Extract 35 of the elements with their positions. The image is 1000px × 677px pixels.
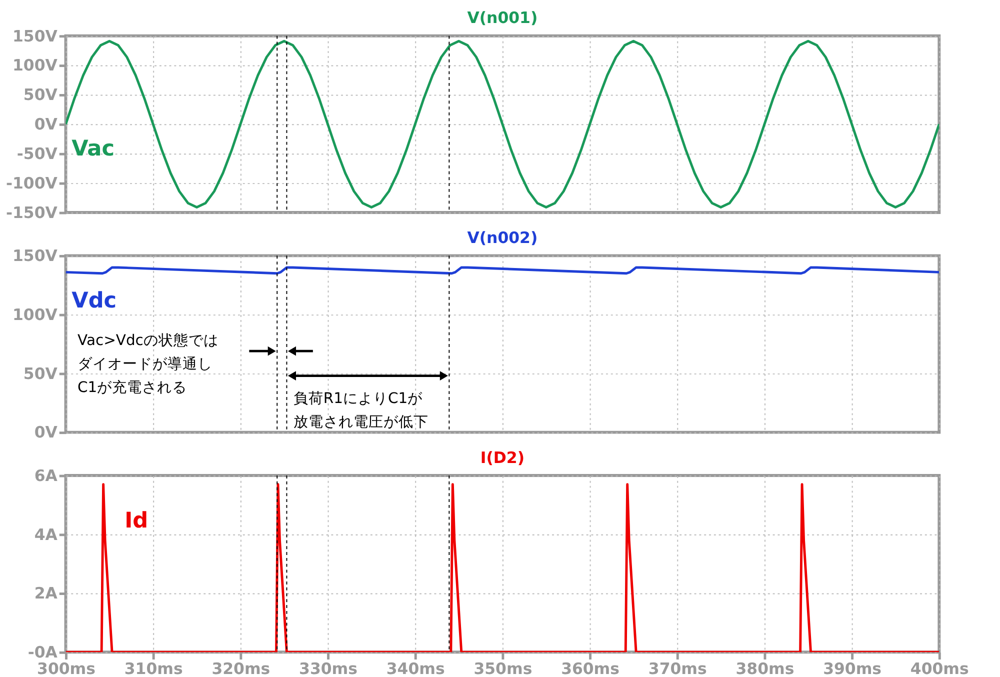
x-tick-label: 370ms bbox=[648, 659, 707, 677]
x-tick-label: 380ms bbox=[736, 659, 794, 677]
y-tick-label: 6A bbox=[34, 466, 58, 485]
x-tick-label: 400ms bbox=[910, 659, 969, 677]
line-series bbox=[66, 40, 940, 208]
y-tick-label: 4A bbox=[34, 524, 58, 544]
annotation: Vac>Vdcの状態ではダイオードが導通しC1が充電される bbox=[78, 332, 218, 396]
x-tick-label: 320ms bbox=[212, 659, 270, 677]
y-tick-label: 100V bbox=[12, 304, 58, 324]
x-tick-label: 310ms bbox=[124, 659, 183, 677]
y-tick-label: 0V bbox=[34, 114, 58, 134]
x-tick-label: 330ms bbox=[299, 659, 358, 677]
y-tick-label: 150V bbox=[12, 246, 58, 266]
chart-title: I(D2) bbox=[480, 448, 525, 467]
x-tick-label: 360ms bbox=[561, 659, 620, 677]
chart-title: V(n001) bbox=[467, 8, 538, 28]
y-tick-label: 0V bbox=[34, 422, 58, 442]
series-label: Vac bbox=[72, 136, 115, 162]
x-tick-label: 390ms bbox=[823, 659, 882, 677]
y-tick-label: 150V bbox=[12, 26, 58, 46]
y-tick-label: 2A bbox=[34, 584, 58, 603]
y-tick-label: 50V bbox=[23, 85, 58, 104]
y-tick-label: 100V bbox=[12, 56, 58, 75]
series-label: Id bbox=[124, 508, 148, 534]
series-label: Vdc bbox=[72, 288, 117, 314]
x-tick-label: 300ms bbox=[37, 659, 96, 677]
x-tick-label: 350ms bbox=[474, 659, 532, 677]
y-tick-label: -150V bbox=[6, 202, 58, 222]
annotation: 負荷R1によりC1が放電され電圧が低下 bbox=[293, 390, 428, 430]
y-tick-label: -100V bbox=[6, 173, 58, 192]
chart-title: V(n002) bbox=[467, 228, 538, 247]
y-tick-label: 50V bbox=[23, 364, 58, 383]
y-tick-label: -0A bbox=[28, 642, 58, 662]
x-tick-label: 340ms bbox=[386, 659, 445, 677]
y-tick-label: -50V bbox=[16, 144, 58, 164]
